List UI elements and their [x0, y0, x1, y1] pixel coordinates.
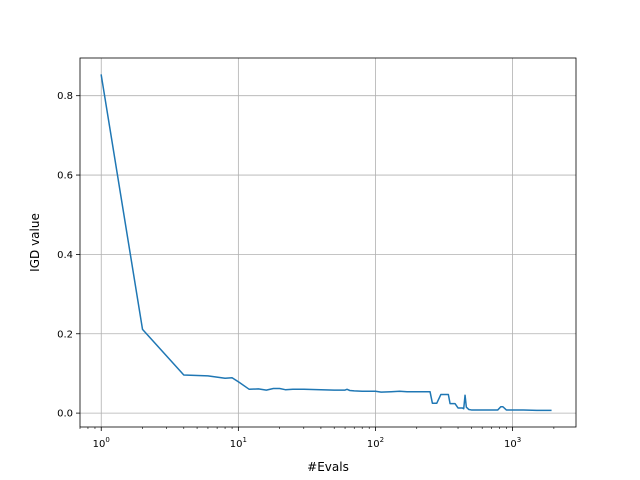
y-tick-label: 0.6 [57, 171, 73, 182]
series-layer [100, 74, 552, 412]
x-tick-label: 100 [93, 436, 110, 450]
x-tick-label: 102 [367, 436, 384, 450]
x-axis-label: #Evals [307, 460, 349, 474]
x-tick-label: 101 [230, 436, 247, 450]
series-line-0 [100, 74, 552, 412]
y-tick-label: 0.8 [57, 91, 73, 102]
grid [80, 58, 576, 427]
y-tick-label: 0.0 [57, 409, 73, 420]
plot-frame [79, 57, 577, 428]
y-axis-ticks: 0.0 0.2 0.4 0.6 0.8 [57, 91, 80, 420]
x-tick-label: 103 [504, 436, 521, 450]
x-axis-ticks: 100 101 102 103 [79, 427, 555, 450]
y-tick-label: 0.4 [57, 250, 73, 261]
y-axis-label: IGD value [28, 213, 42, 272]
y-tick-label: 0.2 [57, 329, 73, 340]
